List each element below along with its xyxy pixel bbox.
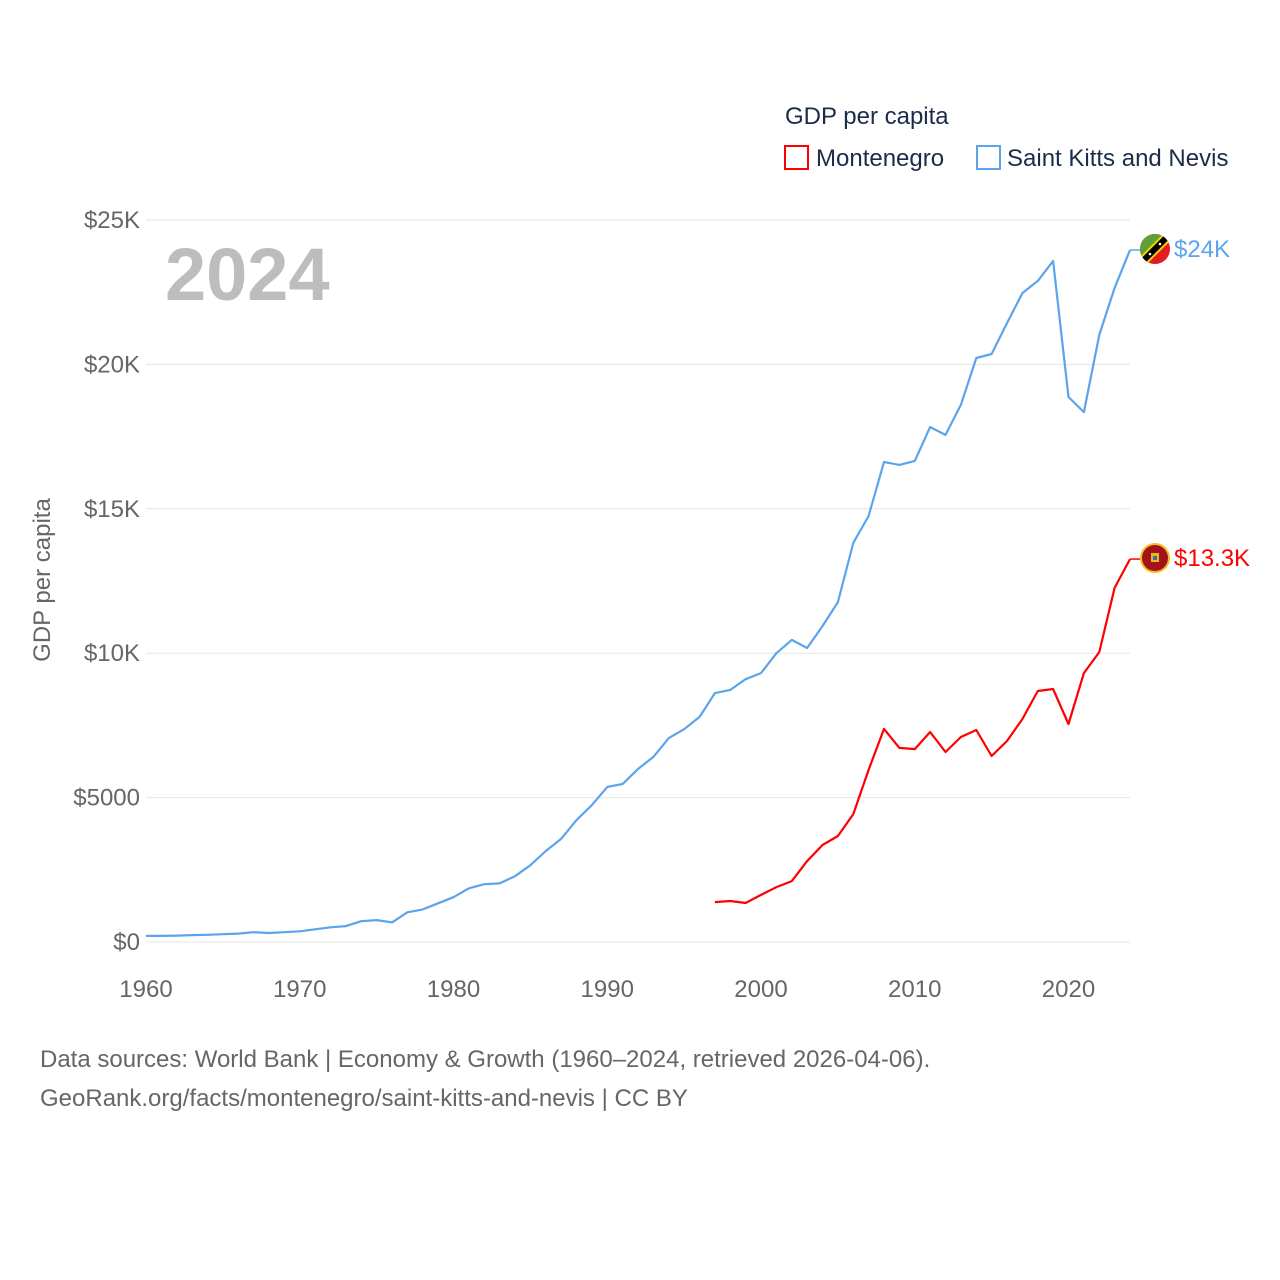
source-link[interactable]: GeoRank.org/facts/montenegro/saint-kitts… (40, 1085, 688, 1112)
y-tick-label: $15K (84, 496, 140, 523)
y-tick-label: $20K (84, 351, 140, 378)
end-label-montenegro: $13.3K (1174, 545, 1250, 572)
legend-label-saint-kitts-and-nevis: Saint Kitts and Nevis (1007, 145, 1228, 172)
x-tick-label: 1990 (581, 976, 634, 1003)
x-tick-label: 2010 (888, 976, 941, 1003)
x-tick-label: 1960 (119, 976, 172, 1003)
saint-kitts-and-nevis-flag-icon (1140, 234, 1170, 264)
x-tick-label: 1980 (427, 976, 480, 1003)
legend-item-montenegro[interactable]: Montenegro (784, 145, 944, 172)
y-tick-label: $0 (113, 929, 140, 956)
y-tick-label: $25K (84, 207, 140, 234)
end-label-saint-kitts-and-nevis: $24K (1174, 236, 1230, 263)
montenegro-flag-icon (1140, 543, 1170, 573)
legend-swatch-saint-kitts-and-nevis (976, 145, 1001, 170)
year-watermark: 2024 (165, 233, 330, 316)
legend-item-saint-kitts-and-nevis[interactable]: Saint Kitts and Nevis (976, 145, 1228, 172)
y-tick-label: $5000 (73, 785, 140, 812)
y-axis-label: GDP per capita (29, 498, 56, 662)
series-line-montenegro (714, 558, 1131, 905)
legend-label-montenegro: Montenegro (816, 145, 944, 172)
legend-title: GDP per capita (785, 103, 949, 130)
legend-swatch-montenegro (784, 145, 809, 170)
x-tick-label: 1970 (273, 976, 326, 1003)
x-tick-label: 2000 (734, 976, 787, 1003)
data-sources-note: Data sources: World Bank | Economy & Gro… (40, 1046, 931, 1073)
x-tick-label: 2020 (1042, 976, 1095, 1003)
series-line-saint-kitts-and-nevis (146, 249, 1132, 938)
y-tick-label: $10K (84, 640, 140, 667)
